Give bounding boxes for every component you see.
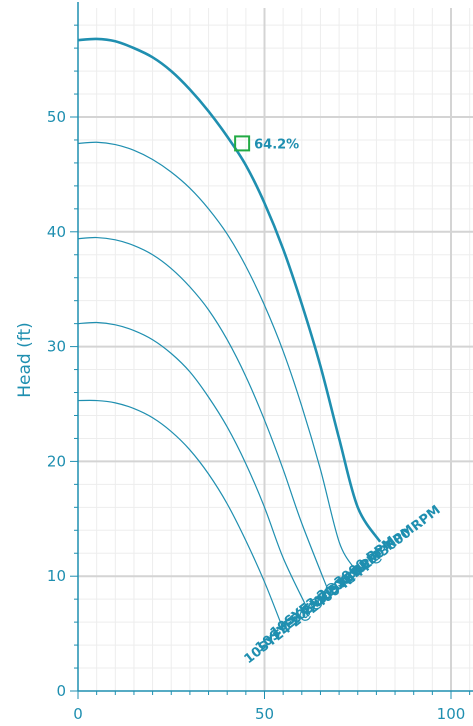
efficiency-marker xyxy=(234,135,251,152)
y-tick-label: 20 xyxy=(47,452,66,470)
annotations: 64.2% xyxy=(234,135,299,152)
y-tick-label: 30 xyxy=(47,338,66,356)
pump-curve-5 xyxy=(77,399,282,625)
x-tick-label: 100 xyxy=(437,705,466,723)
x-tick-label: 50 xyxy=(255,705,274,723)
pump-curve-3 xyxy=(77,236,331,595)
x-tick-label: 0 xyxy=(73,705,83,723)
pump-curves xyxy=(77,37,382,625)
chart-axes: 0 10 20 30 40 50 0 50 100 xyxy=(47,2,473,723)
pump-curve-2 xyxy=(77,141,355,569)
y-tick-label: 50 xyxy=(47,108,66,126)
major-gridlines xyxy=(78,8,473,691)
y-axis-title: Head (ft) xyxy=(15,322,35,397)
y-tick-label: 0 xyxy=(56,682,66,700)
pump-curve-1 xyxy=(77,37,382,543)
y-tick-label: 40 xyxy=(47,223,66,241)
minor-gridlines xyxy=(78,8,473,691)
pump-curve-4 xyxy=(77,321,307,606)
efficiency-label: 64.2% xyxy=(254,137,299,152)
y-tick-label: 10 xyxy=(47,567,66,585)
